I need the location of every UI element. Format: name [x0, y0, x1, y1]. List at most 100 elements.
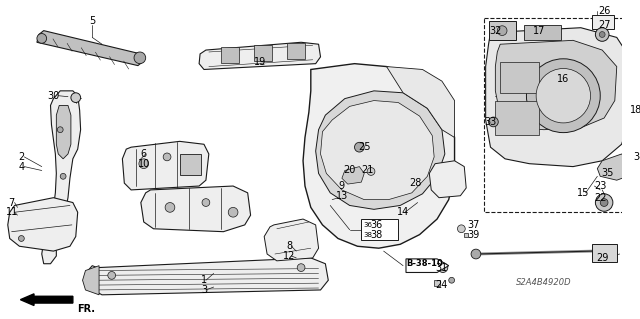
Text: 38: 38	[364, 232, 372, 238]
Text: 39: 39	[467, 230, 479, 240]
Text: 20: 20	[344, 166, 356, 175]
Circle shape	[108, 271, 116, 279]
Polygon shape	[42, 91, 81, 264]
Text: 12: 12	[284, 251, 296, 261]
Text: B-38-10: B-38-10	[406, 259, 443, 268]
Text: 5: 5	[89, 16, 95, 26]
Circle shape	[449, 277, 454, 283]
Ellipse shape	[27, 216, 54, 234]
Text: 35: 35	[601, 168, 613, 178]
Bar	[255, 45, 272, 61]
Circle shape	[297, 264, 305, 271]
Text: 27: 27	[598, 20, 611, 30]
Polygon shape	[122, 141, 209, 190]
Text: 26: 26	[598, 6, 611, 16]
Circle shape	[595, 28, 609, 41]
Bar	[629, 99, 640, 126]
Text: 18: 18	[630, 105, 640, 115]
Text: 29: 29	[596, 253, 609, 263]
Polygon shape	[316, 91, 445, 209]
Text: 33: 33	[484, 117, 497, 127]
Text: 10: 10	[138, 159, 150, 169]
Polygon shape	[406, 259, 449, 272]
Polygon shape	[321, 100, 434, 200]
Text: 6: 6	[141, 149, 147, 159]
Circle shape	[488, 117, 499, 127]
Bar	[484, 18, 631, 212]
Polygon shape	[429, 161, 466, 198]
Circle shape	[438, 263, 448, 272]
Text: 17: 17	[533, 26, 545, 36]
Text: 1: 1	[201, 275, 207, 285]
Bar	[180, 154, 201, 175]
Circle shape	[367, 167, 375, 175]
Circle shape	[60, 174, 66, 179]
Bar	[362, 219, 398, 241]
Circle shape	[471, 249, 481, 259]
FancyArrow shape	[20, 294, 73, 306]
Bar	[623, 147, 640, 176]
Text: 32: 32	[489, 26, 502, 36]
Text: 16: 16	[557, 74, 570, 84]
Circle shape	[228, 207, 238, 217]
Text: 36: 36	[371, 220, 383, 230]
Circle shape	[527, 59, 600, 133]
Text: 37: 37	[467, 220, 479, 230]
Polygon shape	[83, 266, 99, 295]
Polygon shape	[86, 258, 328, 295]
Polygon shape	[8, 198, 77, 251]
Circle shape	[19, 235, 24, 241]
Bar	[500, 62, 539, 93]
Text: 38: 38	[371, 230, 383, 240]
Polygon shape	[264, 219, 319, 261]
Text: 28: 28	[410, 178, 422, 188]
Polygon shape	[597, 154, 629, 180]
Bar	[495, 100, 539, 135]
Circle shape	[634, 104, 640, 120]
Circle shape	[536, 69, 591, 123]
Polygon shape	[199, 42, 321, 70]
Text: 19: 19	[254, 57, 266, 67]
Circle shape	[600, 199, 608, 206]
Circle shape	[458, 225, 465, 233]
Text: FR.: FR.	[77, 304, 95, 314]
Text: 22: 22	[594, 193, 607, 203]
Text: 24: 24	[436, 280, 448, 290]
Polygon shape	[141, 186, 251, 232]
Text: 30: 30	[47, 91, 60, 101]
Text: 36: 36	[364, 222, 372, 228]
Text: S2A4B4920D: S2A4B4920D	[516, 278, 572, 287]
Text: 8: 8	[286, 241, 292, 251]
Circle shape	[139, 159, 148, 168]
Circle shape	[595, 194, 613, 211]
Circle shape	[630, 154, 640, 169]
Circle shape	[497, 26, 507, 35]
Text: 13: 13	[336, 191, 348, 201]
Text: 4: 4	[19, 162, 24, 172]
Text: 9: 9	[339, 181, 345, 191]
Polygon shape	[37, 31, 143, 66]
Text: 34: 34	[633, 152, 640, 162]
Text: 23: 23	[594, 181, 607, 191]
Text: 31: 31	[436, 263, 448, 273]
Bar	[287, 43, 305, 59]
Bar	[593, 15, 614, 29]
Text: 25: 25	[358, 142, 371, 152]
Circle shape	[71, 93, 81, 102]
Bar	[593, 244, 617, 262]
Polygon shape	[342, 167, 364, 184]
Polygon shape	[56, 105, 71, 159]
Circle shape	[134, 52, 146, 64]
Polygon shape	[486, 28, 629, 167]
Circle shape	[37, 33, 47, 43]
Circle shape	[202, 199, 210, 206]
Text: 14: 14	[397, 207, 409, 217]
Bar	[488, 21, 516, 40]
Circle shape	[163, 153, 171, 161]
Text: 2: 2	[19, 152, 24, 162]
Circle shape	[599, 32, 605, 37]
Polygon shape	[303, 64, 454, 248]
Bar	[525, 25, 561, 40]
Circle shape	[58, 127, 63, 133]
Polygon shape	[387, 67, 454, 137]
